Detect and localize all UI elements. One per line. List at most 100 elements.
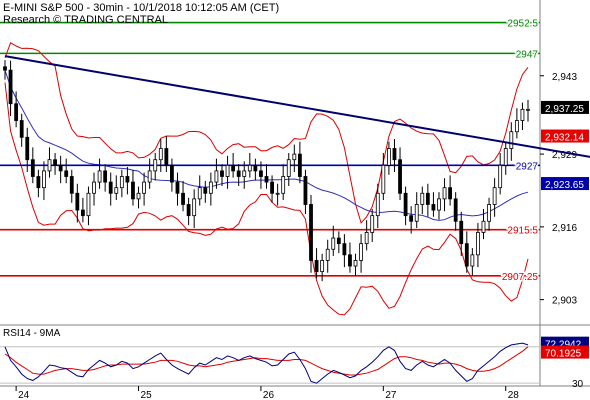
candle-body — [398, 159, 402, 194]
rsi-value-label: 72.2942 — [545, 340, 582, 351]
candle-body — [264, 176, 269, 183]
level-label: 2907.25 — [502, 272, 539, 283]
x-tick-label: 27 — [385, 390, 397, 400]
candle-body — [208, 181, 213, 194]
candle-body — [192, 198, 197, 217]
candle-body — [403, 192, 408, 217]
candle-body — [58, 164, 63, 172]
candle-body — [92, 181, 96, 194]
candle-body — [275, 192, 280, 195]
indicator-price-label-bg — [541, 177, 589, 191]
candle-body — [253, 164, 258, 172]
candle-body — [309, 204, 313, 261]
candle-body — [214, 170, 219, 183]
candle-body — [19, 120, 24, 138]
candle-body — [64, 170, 69, 177]
candle-body — [487, 204, 491, 222]
x-tick-label: 25 — [141, 390, 153, 400]
x-tick-label: 24 — [18, 390, 30, 400]
indicator-price-label: 2,923.65 — [545, 180, 584, 191]
candle-body — [108, 181, 113, 194]
candle-body — [270, 181, 274, 194]
candle-body — [464, 243, 469, 267]
candle-body — [42, 170, 46, 189]
candle-body — [370, 215, 375, 233]
candle-body — [3, 66, 7, 71]
candle-body — [425, 192, 430, 205]
rsi-ma-line — [4, 346, 529, 376]
candle-body — [86, 192, 91, 217]
candle-body — [509, 131, 514, 149]
candle-body — [259, 170, 263, 177]
candle-body — [303, 176, 308, 205]
last-price-label: 2,937.25 — [545, 104, 584, 115]
candle-body — [175, 181, 180, 194]
candle-body — [147, 170, 152, 183]
candle-body — [492, 187, 497, 205]
candle-body — [481, 220, 486, 233]
candle-body — [498, 164, 503, 189]
level-label: 2952.5 — [507, 19, 538, 30]
candle-body — [170, 164, 174, 183]
candle-body — [103, 170, 108, 183]
candle-body — [220, 170, 224, 177]
candle-body — [381, 164, 386, 194]
candle-body — [503, 148, 508, 166]
indicator-price-label: 2,932.14 — [545, 133, 584, 144]
candle-body — [114, 187, 119, 194]
candle-body — [125, 176, 130, 183]
candle-body — [348, 254, 352, 267]
candle-body — [181, 192, 185, 205]
candle-body — [297, 153, 302, 177]
candle-body — [14, 103, 19, 121]
candle-body — [292, 153, 297, 161]
candle-body — [387, 148, 391, 166]
rsi-value-label: 70.1925 — [545, 349, 582, 360]
candle-body — [30, 159, 35, 177]
candle-body — [470, 254, 475, 267]
candle-body — [119, 176, 124, 189]
rsi-panel-label: RSI14 - 9MA — [3, 328, 61, 339]
candle-body — [236, 170, 241, 177]
y-tick-label: 2,916 — [552, 223, 577, 234]
candle-body — [158, 148, 163, 161]
candle-body — [331, 237, 336, 250]
upper-band-line — [4, 41, 529, 224]
chart-credit: Research © TRADING CENTRAL — [3, 14, 168, 26]
candle-body — [442, 187, 447, 200]
x-tick-label: 28 — [508, 390, 520, 400]
candle-body — [431, 204, 436, 211]
candle-body — [242, 170, 247, 177]
candle-body — [364, 232, 369, 245]
candle-body — [453, 198, 458, 222]
candle-body — [36, 176, 41, 189]
candle-body — [514, 120, 519, 133]
candle-body — [225, 164, 230, 177]
trendline — [4, 55, 590, 158]
candle-body — [375, 192, 380, 217]
candle-body — [97, 170, 102, 183]
rsi-tick-label: 30 — [572, 379, 584, 390]
candle-body — [476, 232, 480, 256]
candle-body — [131, 181, 135, 200]
candle-body — [136, 192, 141, 200]
candle-body — [520, 108, 525, 121]
candle-body — [281, 176, 286, 194]
candle-body — [286, 159, 291, 177]
candle-body — [459, 220, 464, 245]
chart-title: E-MINI S&P 500 - 30min - 10/1/2018 10:12… — [3, 2, 280, 14]
y-tick-label: 2,929 — [552, 150, 577, 161]
candle-body — [353, 260, 358, 267]
candle-body — [186, 204, 191, 217]
candle-body — [314, 260, 319, 273]
candle-body — [231, 164, 236, 172]
candle-body — [414, 204, 419, 222]
last-price-label-bg — [541, 100, 589, 114]
candle-body — [25, 136, 30, 161]
candle-body — [80, 209, 85, 217]
candle-body — [392, 148, 397, 161]
candle-body — [526, 108, 530, 111]
candle-body — [448, 187, 453, 200]
candle-body — [420, 192, 425, 205]
